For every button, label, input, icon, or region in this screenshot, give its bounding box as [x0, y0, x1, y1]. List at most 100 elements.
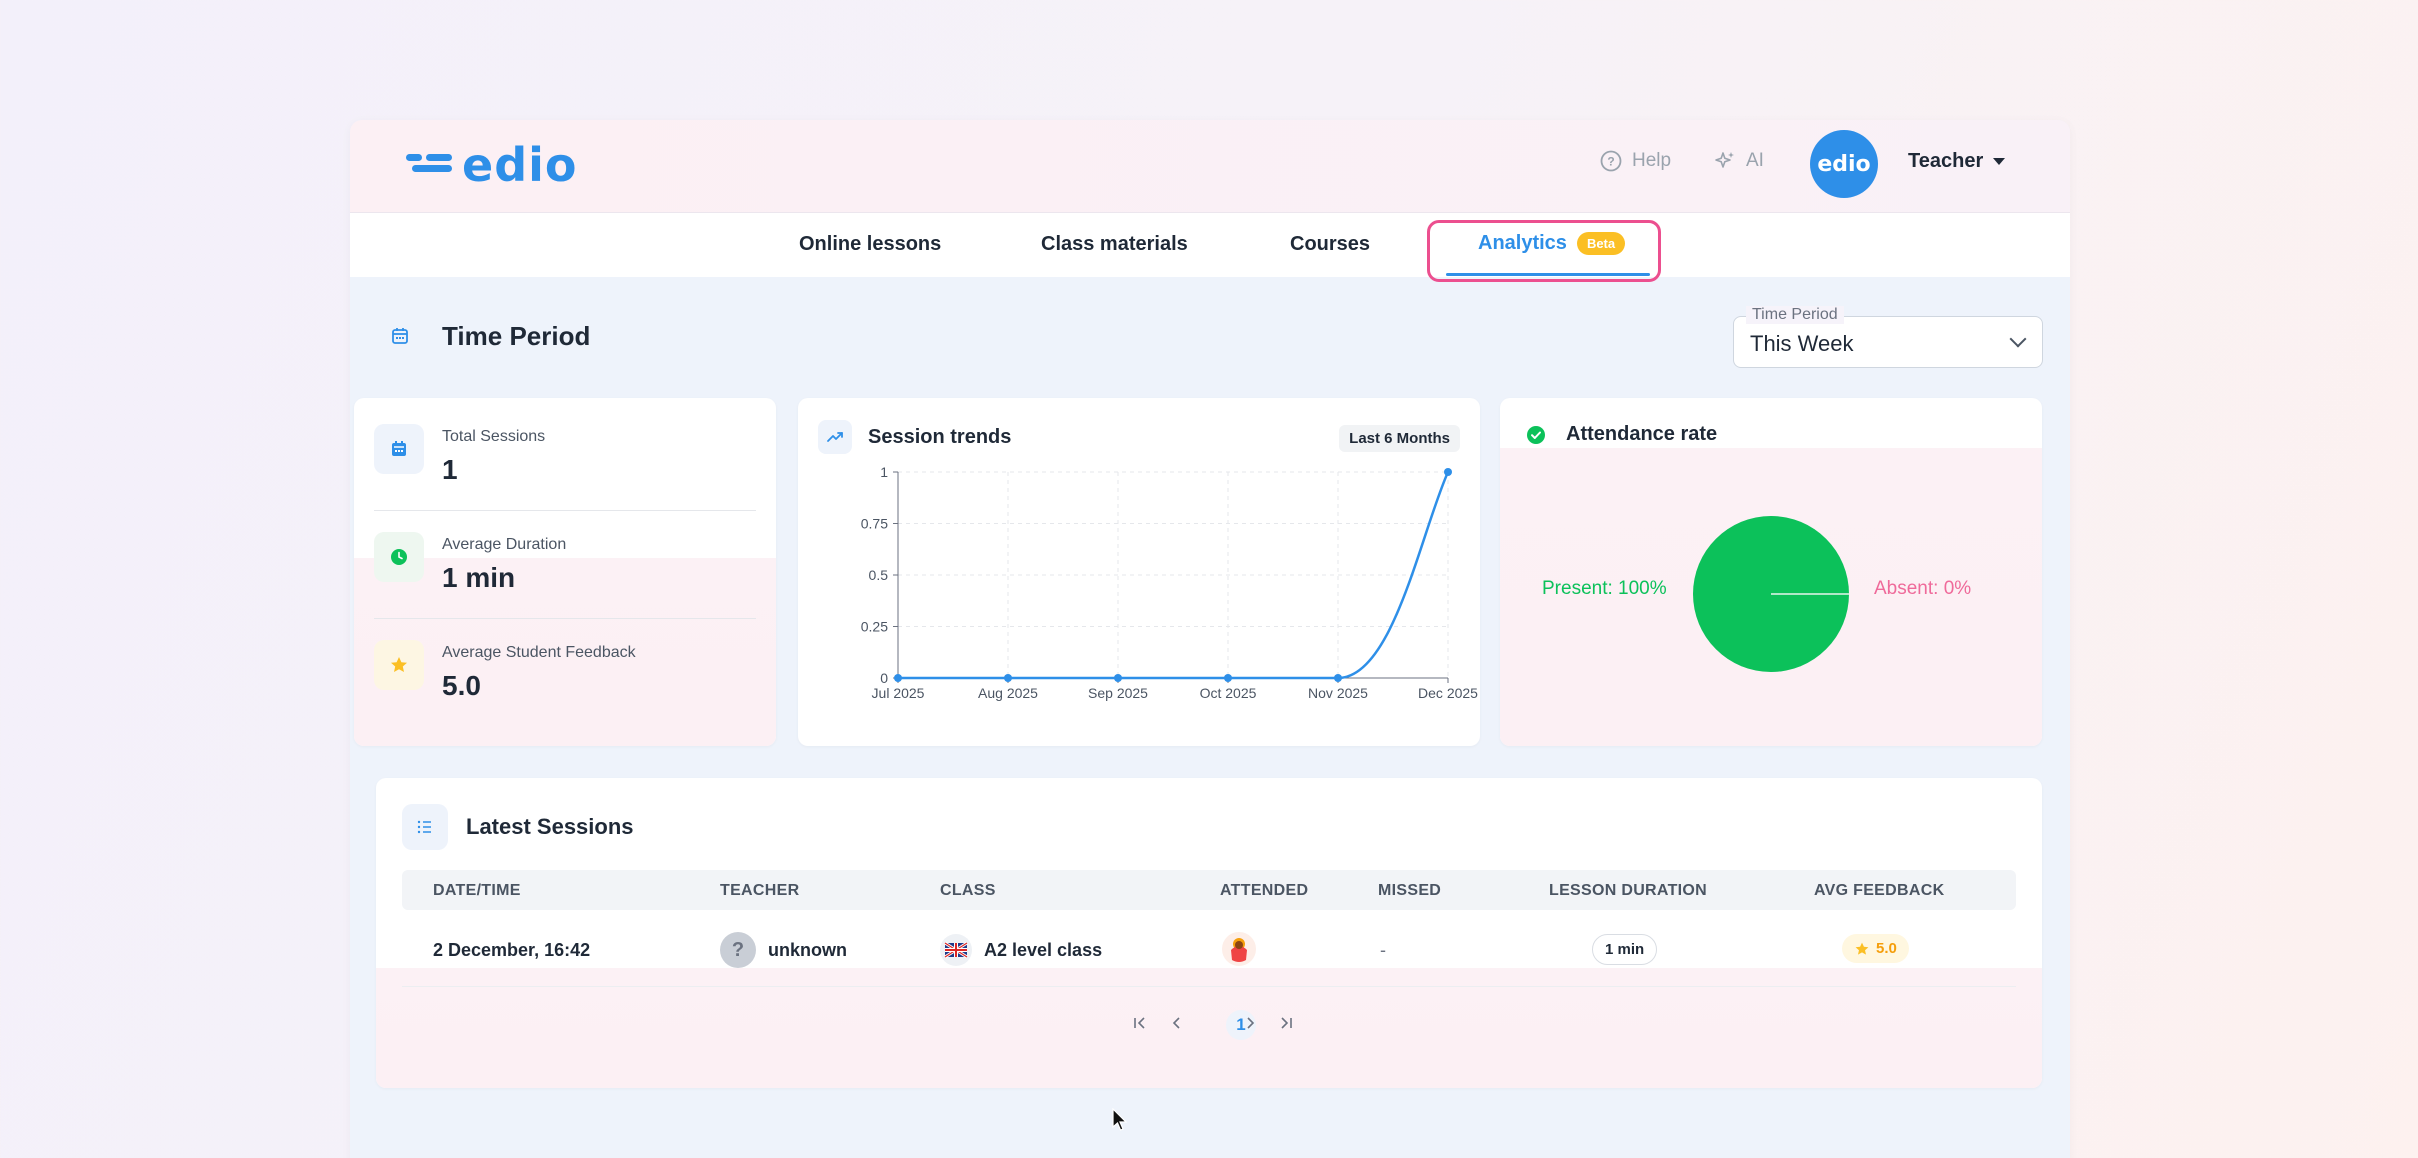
y-tick-label: 0.5 [869, 567, 889, 583]
calendar-icon [376, 312, 424, 360]
tab-online-lessons[interactable]: Online lessons [799, 233, 942, 255]
column-header[interactable]: DATE/TIME [433, 882, 521, 899]
help-label: Help [1632, 150, 1672, 171]
tab-courses[interactable]: Courses [1290, 233, 1371, 255]
uk-flag-icon [940, 934, 972, 966]
attendance-pie-chart [1693, 516, 1849, 672]
x-tick-label: Oct 2025 [1200, 685, 1257, 701]
app-window: edio ? Help AI edio Teacher Online lesso… [350, 120, 2070, 1158]
data-point [1334, 674, 1342, 682]
tab-analytics-label: Analytics [1478, 232, 1567, 254]
divider [374, 618, 756, 619]
teacher-cell: ? unknown [720, 932, 847, 968]
y-tick-label: 0.25 [861, 619, 888, 635]
x-tick-label: Nov 2025 [1308, 685, 1368, 701]
present-label: Present: 100% [1542, 578, 1667, 599]
column-header[interactable]: ATTENDED [1220, 882, 1309, 899]
caret-down-icon [1993, 158, 2006, 165]
top-header: edio ? Help AI edio Teacher [350, 120, 2070, 213]
calendar-icon [374, 424, 424, 474]
session-trends-card: Session trends Last 6 Months 0 0.25 0.5 0.7… [798, 398, 1480, 746]
divider [374, 510, 756, 511]
average-duration-value: 1 min [442, 562, 516, 593]
column-header[interactable]: MISSED [1378, 882, 1442, 899]
column-header[interactable]: AVG FEEDBACK [1814, 882, 1945, 899]
average-feedback-label: Average Student Feedback [442, 644, 636, 661]
tab-class-materials[interactable]: Class materials [1041, 233, 1188, 255]
feedback-pill: 5.0 [1842, 934, 1909, 963]
class-cell: A2 level class [940, 934, 1102, 966]
column-header[interactable]: LESSON DURATION [1549, 882, 1707, 899]
page-title: Time Period [442, 320, 591, 351]
attended-cell [1220, 930, 1258, 968]
edio-logo[interactable]: edio [406, 138, 578, 192]
attendance-title: Attendance rate [1566, 423, 1718, 445]
x-tick-label: Aug 2025 [978, 685, 1038, 701]
y-tick-label: 1 [880, 464, 888, 480]
row-divider [402, 986, 2016, 987]
time-period-select[interactable]: Time Period This Week [1733, 306, 2043, 368]
total-sessions-value: 1 [442, 454, 458, 485]
analytics-highlight [1427, 220, 1661, 282]
clock-icon [374, 532, 424, 582]
next-page-icon[interactable] [1242, 1015, 1258, 1036]
range-badge: Last 6 Months [1339, 425, 1460, 452]
first-page-icon[interactable] [1132, 1015, 1148, 1036]
sparkles-icon [1715, 152, 1734, 168]
logo-mark-icon [406, 154, 452, 176]
svg-text:?: ? [1607, 155, 1614, 169]
unknown-avatar-icon: ? [720, 932, 756, 968]
check-circle-icon [1527, 425, 1545, 444]
chevron-down-icon [2009, 330, 2027, 348]
duration-cell: 1 min [1592, 934, 1658, 965]
role-dropdown[interactable]: Teacher [1908, 150, 2006, 173]
x-tick-label: Sep 2025 [1088, 685, 1148, 701]
list-icon [402, 804, 448, 850]
stats-card: Total Sessions 1 Average Duration 1 min [354, 398, 776, 746]
feedback-value: 5.0 [1876, 940, 1897, 957]
average-duration-stat: Average Duration 1 min [374, 532, 566, 594]
attendance-card: Attendance rate Present: 100% Absent: 0% [1500, 398, 2042, 746]
student-avatar-icon[interactable] [1220, 930, 1258, 968]
trending-up-icon [818, 420, 852, 454]
y-tick-label: 0.75 [861, 516, 888, 532]
time-period-value: This Week [1750, 331, 1854, 356]
beta-badge: Beta [1576, 232, 1626, 255]
data-point [894, 674, 902, 682]
missed-value: - [1380, 940, 1386, 960]
ai-button[interactable]: AI [1714, 150, 1764, 172]
x-tick-label: Jul 2025 [872, 685, 925, 701]
star-icon [374, 640, 424, 690]
feedback-cell: 5.0 [1842, 934, 1909, 963]
latest-sessions-card: Latest Sessions DATE/TIME TEACHER CLASS … [376, 778, 2042, 1088]
total-sessions-stat: Total Sessions 1 [374, 424, 545, 486]
column-header[interactable]: TEACHER [720, 882, 800, 899]
session-trends-chart: 0 0.25 0.5 0.75 1 Jul 2025 Aug 2025 Sep 2025 Oct… [861, 464, 1478, 701]
latest-sessions-title: Latest Sessions [466, 814, 634, 839]
data-point [1224, 674, 1232, 682]
last-page-icon[interactable] [1278, 1015, 1294, 1036]
ai-label: AI [1746, 150, 1764, 171]
data-point [1114, 674, 1122, 682]
help-button[interactable]: ? Help [1600, 150, 1671, 172]
user-avatar[interactable]: edio [1810, 130, 1878, 198]
average-feedback-value: 5.0 [442, 670, 481, 701]
column-header[interactable]: CLASS [940, 882, 996, 899]
y-tick-label: 0 [880, 670, 888, 686]
help-icon: ? [1600, 150, 1622, 172]
data-point [1444, 468, 1452, 476]
average-feedback-stat: Average Student Feedback 5.0 [374, 640, 636, 702]
average-duration-label: Average Duration [442, 536, 567, 553]
session-trends-title: Session trends [868, 425, 1012, 448]
session-datetime: 2 December, 16:42 [433, 940, 591, 960]
prev-page-icon[interactable] [1169, 1015, 1185, 1036]
class-name: A2 level class [984, 939, 1103, 960]
data-point [1004, 674, 1012, 682]
time-period-header: Time Period [376, 312, 590, 360]
absent-label: Absent: 0% [1874, 578, 1972, 599]
role-label: Teacher [1908, 150, 1984, 172]
mouse-cursor-icon [1112, 1108, 1128, 1131]
table-header: DATE/TIME TEACHER CLASS ATTENDED MISSED … [402, 870, 2016, 910]
tab-analytics[interactable]: Analytics Beta [1478, 232, 1626, 255]
duration-pill: 1 min [1592, 934, 1658, 965]
